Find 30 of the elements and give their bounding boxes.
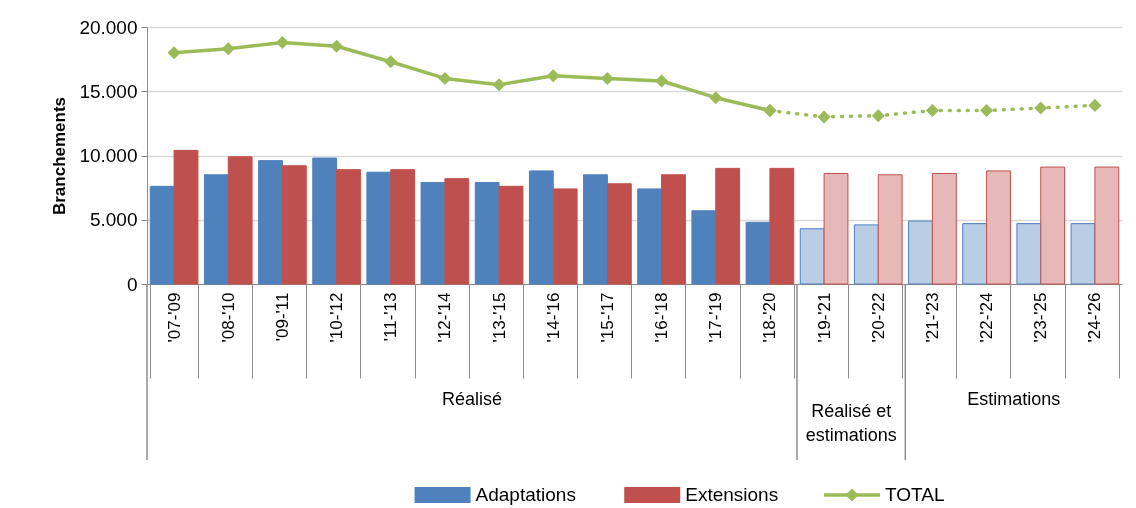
y-tick-label: 0 [126,273,138,295]
x-tick-label: '12-'14 [435,292,455,343]
x-tick-label: '20-'22 [868,292,888,343]
x-tick-label: '10-'12 [327,292,347,343]
x-tick-label: '13-'15 [489,292,509,343]
x-tick-label: '09-'11 [272,292,292,342]
y-tick-label: 5.000 [89,209,138,231]
y-axis-title: Branchements [50,96,70,216]
x-tick-label: '07-'09 [164,292,184,343]
x-tick-label: '18-'20 [760,292,780,343]
text: Estimations [967,389,1061,409]
x-tick-label: '15-'17 [597,292,617,343]
x-tick-label: '08-'10 [218,292,238,343]
legend-label: TOTAL [885,484,945,505]
legend-label: Extensions [685,484,779,505]
y-tick-label: 20.000 [79,16,138,38]
x-tick-label: '14-'16 [543,292,563,343]
x-tick-label: '16-'18 [652,292,672,343]
x-tick-label: '11-'13 [381,292,401,342]
x-tick-label: '21-'23 [922,292,942,343]
legend-label: Adaptations [475,484,576,505]
y-tick-label: 15.000 [79,80,138,102]
x-tick-label: '24-'26 [1085,292,1105,343]
text: Réalisé et estimations [805,401,897,445]
x-tick-label: '23-'25 [1031,292,1051,343]
x-tick-label: '19-'21 [814,292,834,343]
x-tick-label: '22-'24 [977,292,997,343]
x-tick-label: '17-'19 [706,292,726,343]
y-tick-label: 10.000 [79,145,138,166]
text: Réalisé [441,389,503,409]
